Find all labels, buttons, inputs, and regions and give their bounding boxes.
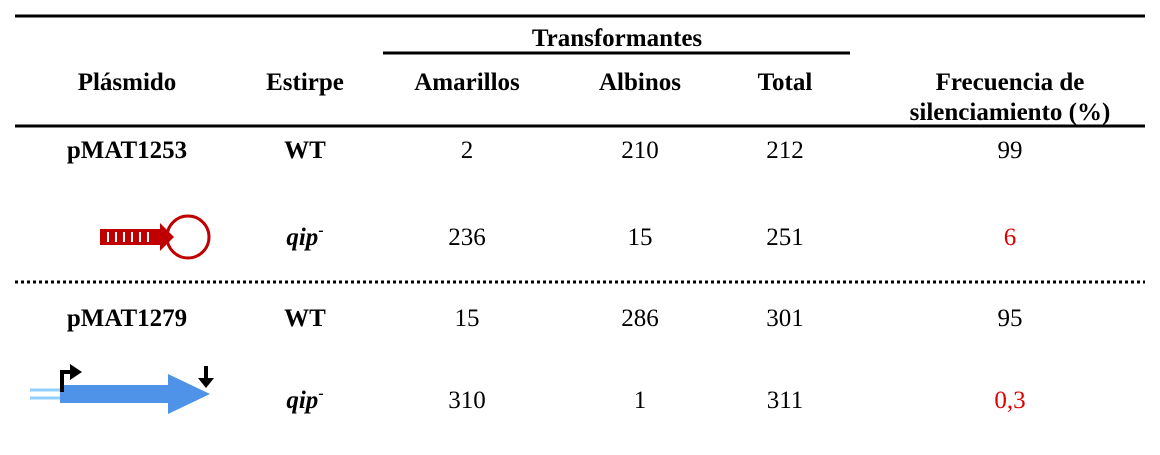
plasmid: pMAT1253	[67, 137, 187, 164]
col-header: silenciamiento (%)	[910, 99, 1111, 126]
yellow: 15	[455, 305, 480, 332]
total: 311	[767, 387, 804, 414]
strain: qip-	[286, 385, 323, 414]
frequency: 99	[998, 137, 1023, 164]
strain-sup: -	[318, 385, 323, 402]
frequency: 95	[998, 305, 1023, 332]
albino: 286	[621, 305, 659, 332]
group-header: Transformantes	[532, 25, 703, 52]
strain: WT	[284, 137, 326, 164]
plasmid: pMAT1279	[67, 305, 187, 332]
col-header: Plásmido	[78, 69, 177, 96]
albino: 210	[621, 137, 659, 164]
gene-icon	[30, 364, 214, 414]
strain-name: qip	[286, 224, 318, 251]
yellow: 2	[461, 137, 474, 164]
hairpin-icon	[100, 214, 211, 260]
total: 251	[766, 224, 804, 251]
frequency: 0,3	[994, 387, 1025, 414]
yellow: 310	[448, 387, 486, 414]
strain: WT	[284, 305, 326, 332]
frequency: 6	[1004, 224, 1017, 251]
total: 212	[766, 137, 804, 164]
strain-name: WT	[284, 137, 326, 164]
strain-name: WT	[284, 305, 326, 332]
albino: 15	[628, 224, 653, 251]
yellow: 236	[448, 224, 486, 251]
strain-sup: -	[318, 222, 323, 239]
col-header: Albinos	[599, 69, 681, 96]
total: 301	[766, 305, 804, 332]
albino: 1	[634, 387, 647, 414]
col-header: Estirpe	[266, 69, 344, 96]
strain-name: qip	[286, 387, 318, 414]
strain: qip-	[286, 222, 323, 251]
col-header: Total	[758, 69, 813, 96]
col-header: Amarillos	[414, 69, 520, 96]
col-header: Frecuencia de	[936, 69, 1085, 96]
